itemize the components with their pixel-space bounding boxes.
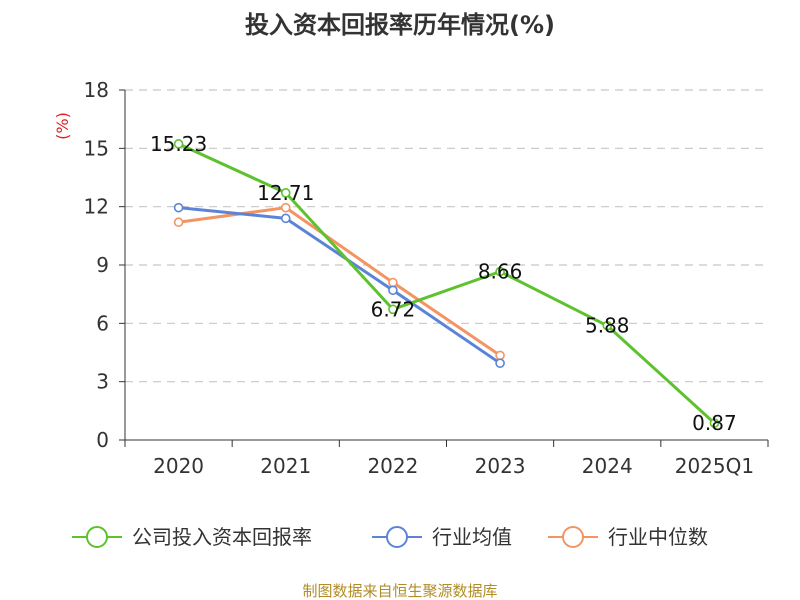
- y-tick-label-15: 15: [84, 136, 109, 160]
- legend-marker-0: [86, 526, 108, 548]
- y-tick-label-9: 9: [96, 253, 109, 277]
- series-line-1: [178, 206, 501, 365]
- data-label-2022: 6.72: [371, 297, 416, 321]
- data-point-0-2024: [602, 320, 613, 331]
- data-point-2-2022: [388, 277, 398, 288]
- legend-item-0[interactable]: 公司投入资本回报率: [72, 525, 312, 549]
- data-point-0-2025Q1: [709, 418, 720, 428]
- y-tick-label-18: 18: [84, 78, 109, 102]
- data-point-2-2023: [495, 350, 505, 361]
- axes: 0 3 6 9 12 15 18 2020 2021 2022 2023 2024 2025Q1: [84, 78, 769, 478]
- legend-marker-1: [386, 526, 408, 548]
- legend-label-1: 行业均值: [432, 525, 512, 549]
- x-tick-label-2024: 2024: [582, 454, 633, 478]
- data-point-0-2022: [388, 304, 398, 315]
- y-tick-label-3: 3: [96, 370, 109, 394]
- legend-item-2[interactable]: 行业中位数: [548, 525, 708, 549]
- data-point-0-2020: [173, 139, 184, 149]
- legend-label-2: 行业中位数: [608, 525, 708, 549]
- y-tick-label-0: 0: [96, 428, 109, 452]
- y-axis-label: (%): [53, 112, 72, 140]
- legend[interactable]: 公司投入资本回报率 行业均值 行业中位数: [72, 525, 708, 549]
- data-point-2-2020: [173, 217, 184, 228]
- data-label-2025Q1: 0.87: [692, 411, 737, 435]
- data-labels: 15.23 12.71 6.72 8.66 5.88 0.87: [150, 132, 737, 435]
- x-tick-label-2020: 2020: [153, 454, 204, 478]
- data-point-0-2023: [495, 266, 505, 277]
- grid-lines: [125, 89, 768, 383]
- data-point-1-2023: [495, 358, 505, 368]
- chart-title: 投入资本回报率历年情况(%): [245, 11, 555, 39]
- data-label-2024: 5.88: [585, 314, 630, 338]
- x-tick-label-2023: 2023: [475, 454, 526, 478]
- legend-marker-2: [562, 526, 584, 548]
- source-note: 制图数据来自恒生聚源数据库: [302, 582, 497, 600]
- x-tick-label-2021: 2021: [260, 454, 311, 478]
- data-label-2021: 12.71: [257, 181, 314, 205]
- data-label-2020: 15.23: [150, 132, 207, 156]
- data-point-2-2021: [280, 202, 291, 213]
- y-tick-label-12: 12: [84, 195, 109, 219]
- data-point-1-2021: [280, 213, 291, 224]
- series-lines: [173, 139, 720, 428]
- data-point-1-2020: [173, 202, 184, 213]
- x-tick-label-2022: 2022: [367, 454, 418, 478]
- series-line-2: [178, 206, 501, 357]
- legend-item-1[interactable]: 行业均值: [372, 525, 512, 549]
- data-label-2023: 8.66: [478, 260, 523, 284]
- data-point-0-2021: [280, 188, 291, 198]
- y-tick-label-6: 6: [96, 311, 109, 335]
- x-tick-label-2025Q1: 2025Q1: [675, 454, 754, 478]
- series-line-0: [177, 142, 716, 425]
- legend-label-0: 公司投入资本回报率: [132, 525, 312, 549]
- data-point-1-2022: [388, 285, 398, 296]
